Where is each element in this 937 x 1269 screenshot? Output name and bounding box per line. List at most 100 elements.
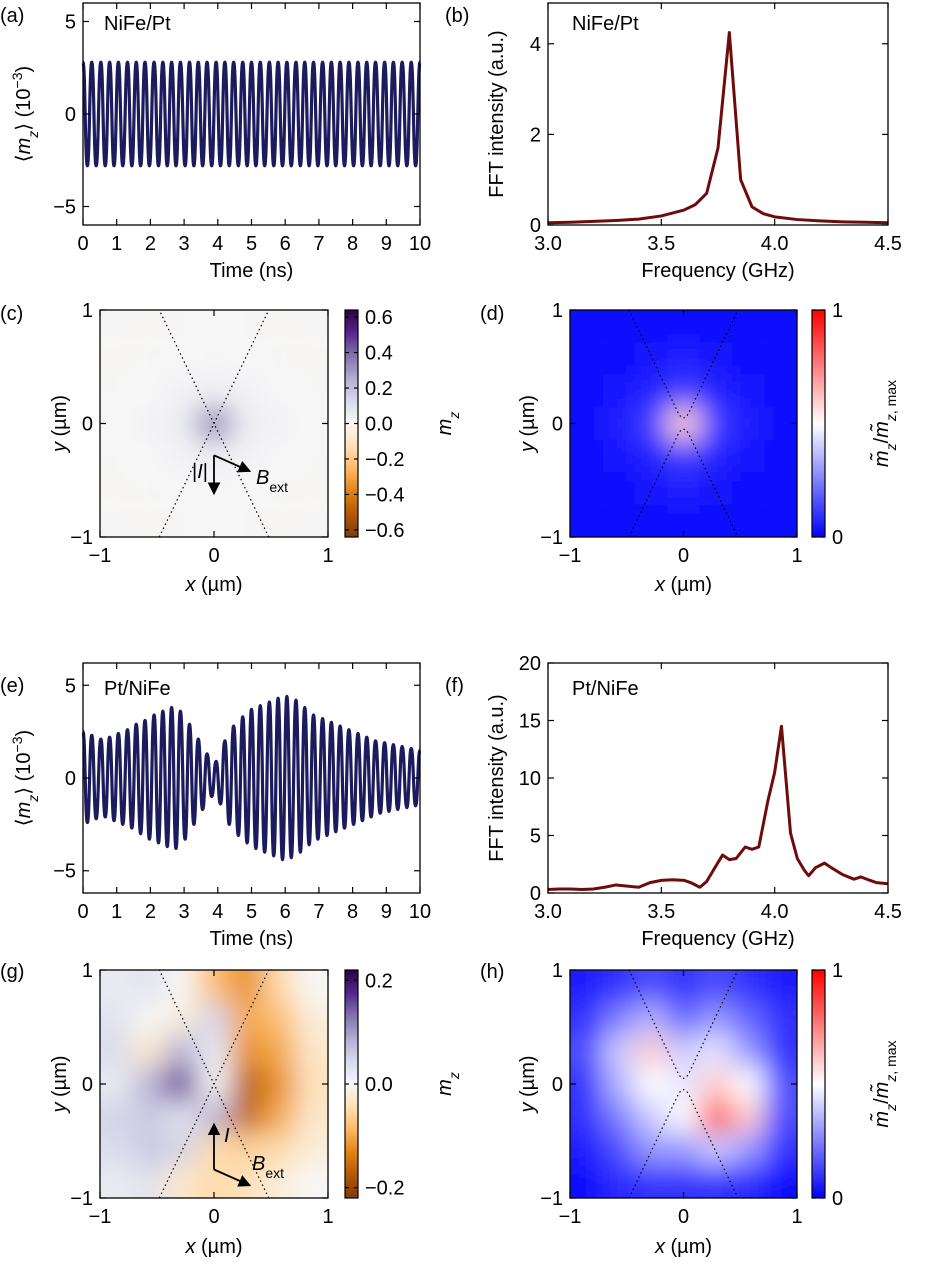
panel-label: (g) — [0, 961, 24, 983]
plot-frame — [82, 662, 421, 894]
heatmap-cell — [634, 342, 668, 376]
x-tick-label: 4 — [212, 233, 223, 255]
heatmap-cell — [262, 374, 296, 408]
heatmap-cell — [700, 342, 734, 376]
heatmap-cell — [132, 440, 166, 474]
y-tick-label: 1 — [552, 300, 563, 322]
heatmap-cell — [197, 1034, 231, 1068]
heatmap-cell — [667, 1067, 701, 1101]
heatmap-cell — [132, 1100, 166, 1134]
guide-line — [628, 969, 739, 1079]
x-tick-label: 5 — [246, 233, 257, 255]
y-tick-label: 1 — [82, 960, 93, 982]
heatmap-cell — [667, 342, 701, 376]
heatmap-cell — [700, 1132, 734, 1166]
heatmap-cell — [295, 1132, 328, 1166]
colorbar-tick-label: 0.2 — [365, 378, 393, 400]
heatmap-cell — [731, 310, 765, 343]
colorbar-title: mz — [434, 1072, 462, 1096]
x-tick-label: 8 — [347, 233, 358, 255]
colorbar-tick-label: 0 — [832, 1188, 843, 1210]
data-line — [547, 30, 889, 225]
colorbar-title-part: m̃ — [869, 450, 893, 467]
heatmap-cell — [570, 970, 603, 1003]
x-tick-label: 1 — [791, 1206, 802, 1228]
heatmap-cell — [667, 1034, 701, 1068]
heatmap-field — [100, 970, 328, 1198]
x-tick-label: 3.0 — [534, 233, 562, 255]
heatmap-field — [570, 310, 797, 537]
heatmap-cell — [230, 471, 264, 505]
heatmap-cell — [100, 440, 133, 474]
heatmap-cell — [164, 310, 198, 343]
heatmap-cell — [634, 1165, 668, 1198]
field-label: Bext — [256, 467, 288, 495]
y-axis-title: y (µm) — [517, 1055, 539, 1114]
colorbar-tick-label: −0.4 — [365, 484, 404, 506]
heatmap-cell — [700, 471, 734, 505]
panel-annotation: NiFe/Pt — [572, 13, 639, 35]
current-label-part: I — [197, 461, 203, 483]
x-tick-label: 1 — [111, 233, 122, 255]
x-tick-label: 9 — [381, 901, 392, 923]
heatmap-cell — [602, 471, 636, 505]
heatmap-cell — [295, 471, 328, 505]
y-axis-title-part: (µm) — [49, 395, 71, 442]
heatmap-cell — [132, 1002, 166, 1036]
heatmap-cell — [764, 970, 797, 1003]
heatmap-cell — [230, 374, 264, 408]
heatmap-cell — [667, 407, 701, 441]
heatmap-cell — [295, 970, 328, 1003]
heatmap-cell — [602, 310, 636, 343]
heatmap-cell — [262, 440, 296, 474]
y-tick-label: −1 — [70, 527, 93, 549]
y-axis-title-part: ⟨ — [13, 154, 35, 162]
colorbar-tick-label: 1 — [832, 960, 843, 982]
y-tick-label: 0 — [552, 1074, 563, 1096]
heatmap-cell — [262, 504, 296, 537]
heatmap-cell — [667, 1002, 701, 1036]
x-axis-title-part: x — [184, 1236, 196, 1258]
heatmap-cell — [602, 1165, 636, 1198]
heatmap-cell — [164, 471, 198, 505]
heatmap-cell — [602, 970, 636, 1003]
x-tick-label: −1 — [559, 1206, 582, 1228]
heatmap-cell — [100, 1002, 133, 1036]
colorbar-tick-label: −0.2 — [365, 449, 404, 471]
x-tick-label: 9 — [381, 233, 392, 255]
heatmap-cell — [700, 310, 734, 343]
current-label-part: I — [224, 1125, 230, 1147]
current-label: I — [224, 1125, 230, 1147]
heatmap-cell — [602, 1067, 636, 1101]
heatmap-cell — [100, 1132, 133, 1166]
colorbar-title-part: z — [446, 412, 462, 420]
heatmap-cell — [731, 1132, 765, 1166]
field-label-part: ext — [269, 479, 288, 495]
colorbar-title: m̃z/m̃z, max — [869, 1040, 899, 1127]
heatmap-cell — [731, 407, 765, 441]
colorbar-title-part: m̃ — [869, 1082, 893, 1099]
heatmap-cell — [262, 1034, 296, 1068]
x-tick-label: 4.0 — [761, 233, 789, 255]
colorbar-title-part: , max — [883, 380, 899, 414]
heatmap-cell — [230, 342, 264, 376]
x-tick-label: 0 — [77, 901, 88, 923]
heatmap-cell — [100, 1165, 133, 1198]
heatmap-cell — [262, 1002, 296, 1036]
y-tick-label: 0 — [82, 414, 93, 436]
heatmap-cell — [602, 407, 636, 441]
heatmap-cell — [164, 1067, 198, 1101]
y-tick-label: 5 — [530, 826, 541, 848]
heatmap-cell — [700, 504, 734, 537]
heatmap-cell — [570, 440, 603, 474]
x-axis-title: Time (ns) — [210, 928, 294, 950]
y-tick-label: 0 — [65, 768, 76, 790]
heatmap-cell — [164, 970, 198, 1003]
y-axis-title-part: y — [49, 441, 71, 454]
y-axis-title-part: ⟩ (10 — [13, 88, 35, 130]
y-tick-label: 0 — [65, 104, 76, 126]
x-tick-label: 1 — [322, 545, 333, 567]
y-tick-label: 20 — [519, 653, 541, 675]
heatmap-cell — [230, 1100, 264, 1134]
heatmap-cell — [100, 310, 133, 343]
